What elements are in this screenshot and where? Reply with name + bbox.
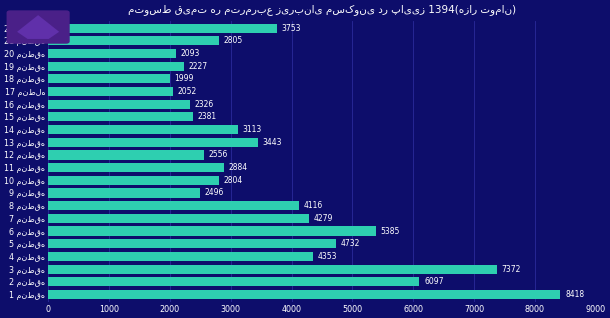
Text: 2804: 2804 xyxy=(224,176,243,185)
Bar xyxy=(48,277,419,286)
Text: 2556: 2556 xyxy=(209,150,228,159)
Bar xyxy=(48,100,190,109)
Text: 4116: 4116 xyxy=(304,201,323,210)
Text: 2326: 2326 xyxy=(195,100,214,109)
Bar xyxy=(48,49,176,58)
Text: 8418: 8418 xyxy=(565,290,584,299)
Text: 1999: 1999 xyxy=(174,74,194,83)
Text: 4279: 4279 xyxy=(314,214,333,223)
Bar xyxy=(48,24,276,33)
FancyBboxPatch shape xyxy=(7,10,70,44)
Bar xyxy=(48,36,219,45)
Bar xyxy=(48,214,309,223)
Text: 4732: 4732 xyxy=(341,239,361,248)
Title: متوسط قیمت هر مترمربع زیربنای مسکونی در پاییز 1394(هزار تومان): متوسط قیمت هر مترمربع زیربنای مسکونی در … xyxy=(128,4,516,15)
Bar xyxy=(48,189,200,197)
Bar xyxy=(48,87,173,96)
Bar xyxy=(48,163,224,172)
Bar xyxy=(48,62,184,71)
Bar xyxy=(48,125,238,134)
Text: 2381: 2381 xyxy=(198,112,217,121)
Text: 2884: 2884 xyxy=(229,163,248,172)
Bar xyxy=(48,290,561,299)
Bar xyxy=(48,226,376,236)
Text: 2496: 2496 xyxy=(205,189,224,197)
Bar xyxy=(48,176,219,185)
Bar xyxy=(48,150,204,160)
Bar xyxy=(48,239,336,248)
Text: 5385: 5385 xyxy=(381,226,400,236)
Text: 3113: 3113 xyxy=(242,125,262,134)
Bar xyxy=(48,201,299,210)
Text: 3443: 3443 xyxy=(262,138,282,147)
Bar xyxy=(48,265,497,274)
Bar xyxy=(48,112,193,121)
Bar xyxy=(48,138,257,147)
Text: 3753: 3753 xyxy=(281,24,301,33)
Text: 2805: 2805 xyxy=(224,36,243,45)
Text: 7372: 7372 xyxy=(501,265,521,273)
Polygon shape xyxy=(17,15,59,39)
Text: 4353: 4353 xyxy=(318,252,337,261)
Text: 6097: 6097 xyxy=(424,277,443,286)
Text: 2093: 2093 xyxy=(181,49,200,58)
Bar xyxy=(48,252,313,261)
Text: 2052: 2052 xyxy=(178,87,197,96)
Bar xyxy=(48,74,170,83)
Text: 2227: 2227 xyxy=(188,62,207,71)
